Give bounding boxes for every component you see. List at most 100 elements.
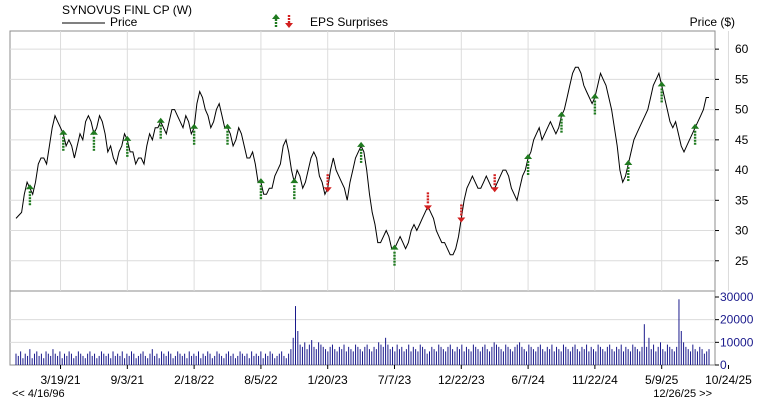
eps-up-arrow-icon bbox=[256, 178, 265, 184]
eps-arrow-dash bbox=[660, 91, 663, 94]
eps-up-arrow-icon bbox=[190, 123, 199, 129]
eps-up-arrow-icon bbox=[25, 184, 34, 190]
eps-arrow-dash bbox=[28, 203, 32, 206]
eps-arrow-dash bbox=[226, 130, 229, 133]
eps-arrow-dash bbox=[226, 142, 229, 145]
eps-down-marker bbox=[323, 174, 332, 193]
eps-arrow-dash bbox=[92, 142, 96, 145]
eps-arrow-dash bbox=[293, 185, 296, 188]
eps-arrow-dash bbox=[159, 124, 162, 127]
eps-arrow-dash bbox=[293, 188, 296, 191]
eps-arrow-dash bbox=[560, 127, 563, 130]
eps-arrow-dash bbox=[28, 191, 32, 194]
price-line bbox=[15, 66, 709, 256]
eps-arrow-dash bbox=[259, 185, 263, 188]
price-series-line bbox=[15, 66, 709, 256]
eps-arrow-dash bbox=[192, 142, 196, 145]
eps-up-arrow-icon bbox=[89, 129, 98, 135]
volume-tick-label: 10000 bbox=[720, 335, 754, 349]
eps-arrow-dash bbox=[627, 176, 630, 179]
eps-arrow-dash bbox=[460, 210, 463, 213]
eps-arrow-dash bbox=[126, 145, 129, 148]
eps-arrow-dash bbox=[693, 133, 697, 136]
price-tick-label: 35 bbox=[735, 193, 749, 207]
eps-arrow-dash bbox=[660, 100, 663, 103]
eps-arrow-dash bbox=[593, 112, 597, 115]
eps-up-marker bbox=[223, 123, 232, 145]
price-tick-label: 40 bbox=[735, 163, 749, 177]
eps-arrow-dash bbox=[660, 88, 663, 91]
eps-arrow-dash bbox=[526, 160, 530, 163]
eps-up-arrow-icon bbox=[590, 93, 599, 99]
date-tick-label: 6/7/24 bbox=[511, 373, 545, 387]
eps-arrow-dash bbox=[326, 180, 329, 183]
eps-arrow-dash bbox=[393, 257, 396, 260]
eps-up-arrow-icon bbox=[123, 135, 132, 141]
eps-up-marker bbox=[590, 93, 599, 115]
eps-arrow-dash bbox=[460, 204, 463, 207]
eps-up-marker bbox=[59, 129, 68, 151]
price-tick-label: 60 bbox=[735, 42, 749, 56]
eps-arrow-dash bbox=[159, 127, 162, 130]
eps-down-arrow-icon bbox=[323, 187, 332, 193]
eps-surprise-markers bbox=[25, 81, 700, 266]
eps-arrow-dash bbox=[593, 106, 597, 109]
nav-forward-link[interactable]: 12/26/25 >> bbox=[653, 388, 712, 400]
volume-axis: 0 10000 20000 30000 bbox=[715, 290, 754, 372]
eps-down-arrow-icon bbox=[490, 187, 499, 193]
eps-arrow-dash bbox=[359, 151, 363, 154]
eps-up-marker bbox=[691, 123, 700, 145]
eps-arrow-dash bbox=[62, 136, 65, 139]
eps-arrow-dash bbox=[693, 136, 697, 139]
eps-up-arrow-icon bbox=[657, 81, 666, 87]
eps-arrow-dash bbox=[526, 163, 530, 166]
date-tick-label: 1/20/23 bbox=[308, 373, 348, 387]
eps-arrow-dash bbox=[493, 180, 496, 183]
eps-arrow-dash bbox=[192, 136, 196, 139]
eps-arrow-dash bbox=[92, 136, 96, 139]
eps-arrow-dash bbox=[693, 142, 697, 145]
eps-arrow-dash bbox=[126, 151, 129, 154]
eps-arrow-dash bbox=[92, 139, 96, 142]
volume-tick-label: 20000 bbox=[720, 313, 754, 327]
volume-tick-label: 30000 bbox=[720, 290, 754, 304]
eps-arrow-dash bbox=[126, 154, 129, 157]
eps-down-marker bbox=[423, 192, 432, 211]
eps-down-marker bbox=[490, 174, 499, 193]
date-tick-label: 3/19/21 bbox=[41, 373, 81, 387]
eps-arrow-dash bbox=[293, 197, 296, 200]
eps-up-marker bbox=[25, 184, 34, 206]
eps-down-marker bbox=[457, 204, 466, 223]
volume-tick-label: 0 bbox=[720, 358, 727, 372]
date-tick-label: 7/7/23 bbox=[378, 373, 412, 387]
eps-arrow-dash bbox=[293, 191, 296, 194]
eps-up-marker bbox=[524, 153, 533, 175]
price-tick-label: 50 bbox=[735, 103, 749, 117]
eps-up-marker bbox=[256, 178, 265, 200]
eps-arrow-dash bbox=[326, 183, 329, 186]
eps-arrow-dash bbox=[92, 148, 96, 151]
eps-arrow-dash bbox=[693, 139, 697, 142]
eps-arrow-dash bbox=[593, 109, 597, 112]
eps-arrow-dash bbox=[359, 157, 363, 160]
eps-arrow-dash bbox=[593, 100, 597, 103]
eps-arrow-dash bbox=[393, 254, 396, 257]
eps-arrow-dash bbox=[62, 145, 65, 148]
eps-arrow-dash bbox=[359, 160, 363, 163]
nav-back-link[interactable]: << 4/16/96 bbox=[12, 388, 65, 400]
eps-up-arrow-icon bbox=[59, 129, 68, 135]
eps-up-arrow-icon bbox=[691, 123, 700, 129]
eps-arrow-dash bbox=[226, 133, 229, 136]
price-tick-label: 30 bbox=[735, 224, 749, 238]
eps-arrow-dash bbox=[426, 198, 430, 201]
eps-arrow-dash bbox=[293, 194, 296, 197]
price-tick-label: 55 bbox=[735, 72, 749, 86]
eps-arrow-dash bbox=[560, 130, 563, 133]
ticker-label: SYNOVUS FINL CP (W) bbox=[62, 3, 192, 17]
eps-arrow-dash bbox=[426, 195, 430, 198]
date-tick-label: 10/24/25 bbox=[705, 373, 752, 387]
eps-arrow-dash bbox=[192, 139, 196, 142]
volume-bars bbox=[15, 299, 710, 365]
eps-up-marker bbox=[357, 141, 366, 163]
eps-up-arrow-icon bbox=[390, 244, 399, 250]
